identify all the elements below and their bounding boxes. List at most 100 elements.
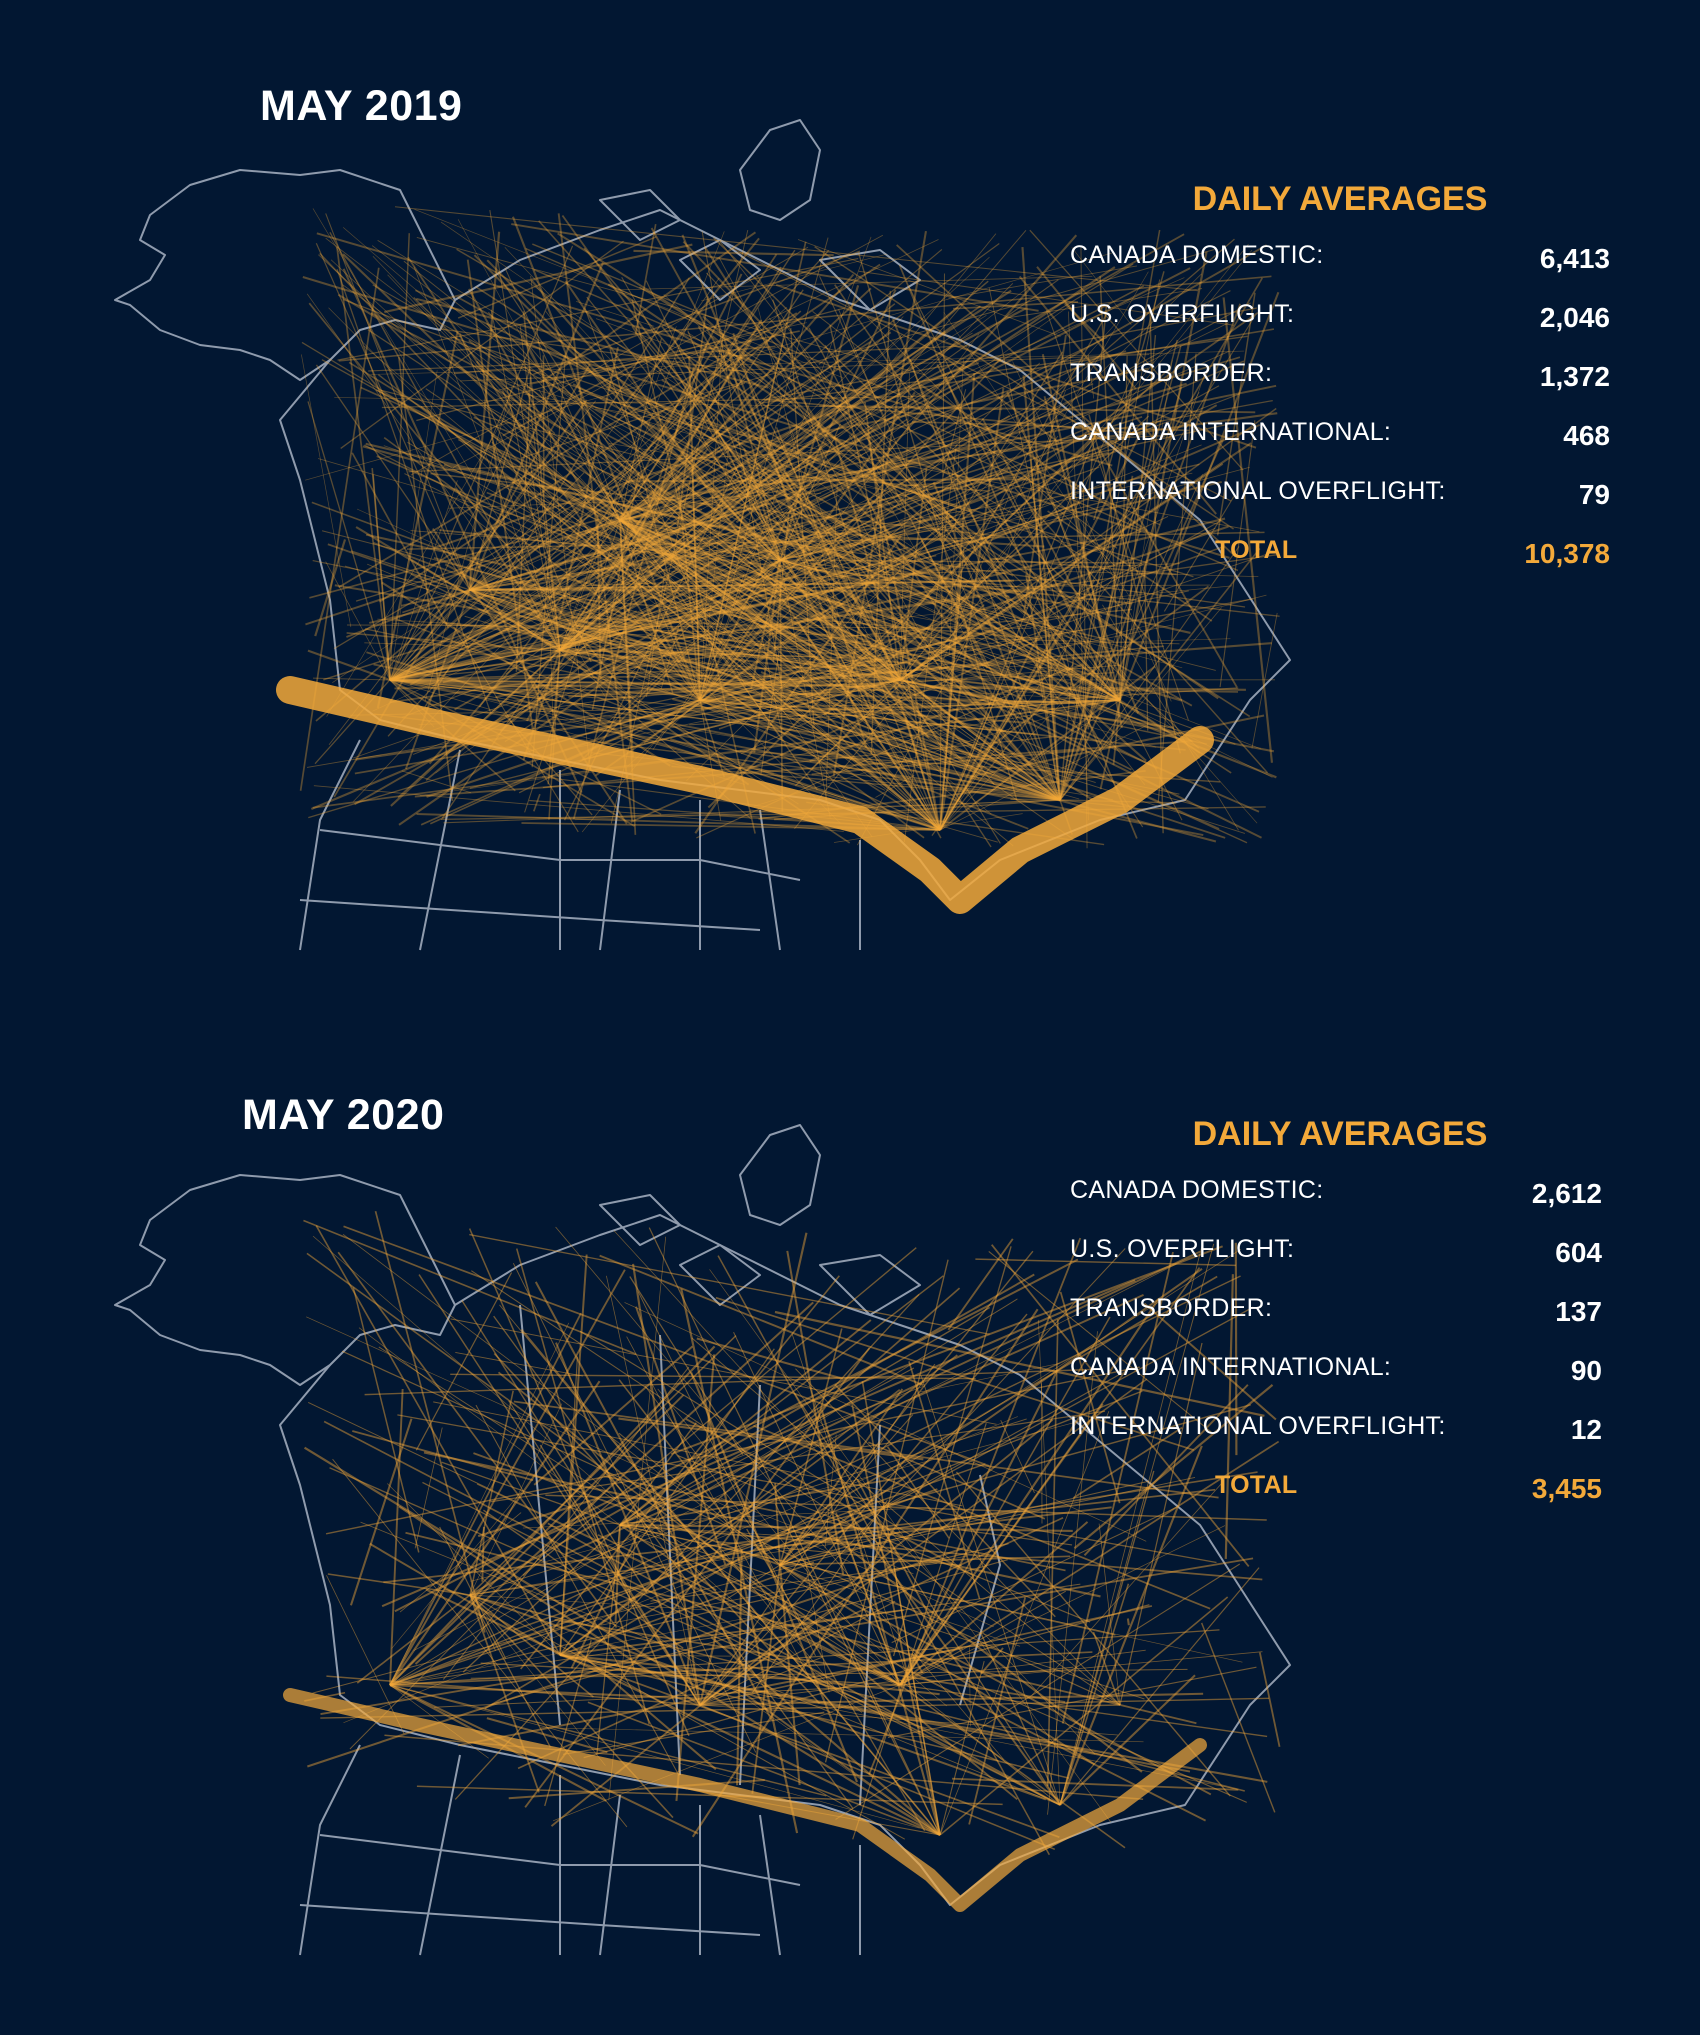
flight-path-line [899, 679, 1001, 844]
flight-path-line [521, 542, 1026, 639]
flight-path-line [1059, 1674, 1196, 1806]
flight-path-line [875, 774, 915, 798]
flight-path-line [661, 325, 1061, 801]
flight-path-line [584, 665, 949, 761]
flight-path-line [389, 1298, 1018, 1686]
flight-path-line [561, 214, 944, 748]
flight-path-line [377, 618, 982, 656]
flight-path-line [701, 231, 784, 695]
flight-path-line [655, 588, 863, 717]
flight-path-line [939, 724, 1149, 831]
flight-path-line [586, 296, 784, 545]
flight-path-line [1025, 574, 1061, 801]
flight-path-line [340, 240, 624, 449]
flight-path-line [813, 698, 1121, 711]
flight-path-line [688, 355, 701, 701]
stat-row: CANADA DOMESTIC: 6,413 [1070, 241, 1610, 300]
flight-path-line [579, 1330, 914, 1537]
flight-path-line [939, 575, 1115, 831]
flight-path-line [469, 468, 717, 591]
flight-path-line [699, 241, 807, 701]
flight-path-line [1059, 229, 1161, 801]
flight-path-line [619, 519, 674, 694]
flight-path-line [408, 435, 1164, 473]
flight-path-line [423, 1451, 1101, 1598]
flight-path-line [469, 589, 867, 750]
flight-path-line [316, 232, 1113, 467]
flight-path-line [414, 1427, 443, 1549]
flight-path-line [315, 243, 471, 591]
flight-path-line [1002, 390, 1066, 567]
flight-path-line [1059, 548, 1261, 801]
flight-path-line [411, 589, 471, 662]
flight-path-line [559, 649, 816, 658]
flight-path-line [720, 1497, 914, 1575]
flight-path-line [310, 741, 471, 811]
flight-path-line [909, 358, 1061, 801]
flight-path-line [717, 612, 1121, 701]
flight-path-line [811, 749, 1085, 776]
flight-path-line [383, 436, 925, 839]
flight-path-line [559, 649, 1088, 670]
flight-path-line [619, 399, 1273, 521]
flight-path-line [587, 1701, 941, 1836]
flight-path-line [699, 699, 886, 791]
flight-path-line [596, 305, 981, 580]
flight-path-line [673, 676, 1094, 700]
flight-path-line [1098, 448, 1238, 688]
flight-path-line [399, 1512, 522, 1613]
flight-path-line [959, 502, 1081, 548]
flight-path-line [332, 589, 471, 683]
flight-path-line [706, 272, 1121, 701]
flight-path-line [555, 1226, 1005, 1760]
flight-path-line [943, 312, 1130, 596]
flight-path-line [559, 1254, 588, 1656]
flight-path-line [1112, 699, 1121, 765]
flight-path-line [799, 453, 1147, 762]
flight-path-line [365, 533, 1121, 702]
flight-path-line [809, 663, 1083, 762]
flight-path-line [559, 1561, 815, 1656]
flight-path-line [899, 1403, 1104, 1686]
flight-path-line [599, 239, 939, 400]
flight-path-line [903, 444, 957, 843]
flight-path-line [389, 679, 1204, 836]
flight-path-line [646, 573, 666, 697]
flight-path-line [715, 687, 1239, 722]
flight-path-line [389, 332, 973, 681]
flight-path-line [746, 463, 1121, 701]
flight-path-line [469, 679, 901, 789]
flight-path-line [389, 1629, 1220, 1686]
flight-path-line [389, 674, 720, 681]
flight-path-line [779, 1476, 1196, 1566]
flight-path-line [676, 296, 709, 527]
flight-path-line [650, 227, 901, 681]
flight-path-line [469, 414, 704, 591]
flight-path-line [1099, 699, 1121, 790]
flight-path-line [619, 519, 1246, 608]
flight-path-line [525, 247, 1161, 526]
flight-path-line [360, 1521, 1061, 1806]
flight-path-line [792, 699, 1121, 757]
us-states [299, 1744, 861, 1956]
flight-path-line [899, 243, 1249, 681]
flight-path-line [897, 679, 1207, 745]
flight-path-line [595, 559, 781, 740]
flight-path-line [366, 651, 941, 831]
flight-path-line [550, 699, 701, 745]
flight-path-line [708, 584, 1074, 840]
flight-path-line [564, 490, 1001, 778]
flight-path-line [779, 463, 1200, 561]
flight-path-line [469, 589, 1096, 784]
flight-path-line [559, 1354, 958, 1656]
flight-path-line [699, 677, 798, 701]
flight-path-line [333, 503, 575, 650]
flight-path-line [1059, 303, 1242, 801]
flight-path-line [672, 697, 1217, 843]
flight-path-line [469, 584, 1210, 591]
flight-path-line [312, 699, 1121, 809]
flight-path-line [389, 671, 422, 681]
flight-path-line [779, 559, 1059, 705]
flight-path-line [389, 663, 896, 681]
stat-value: 137 [1555, 1296, 1602, 1327]
